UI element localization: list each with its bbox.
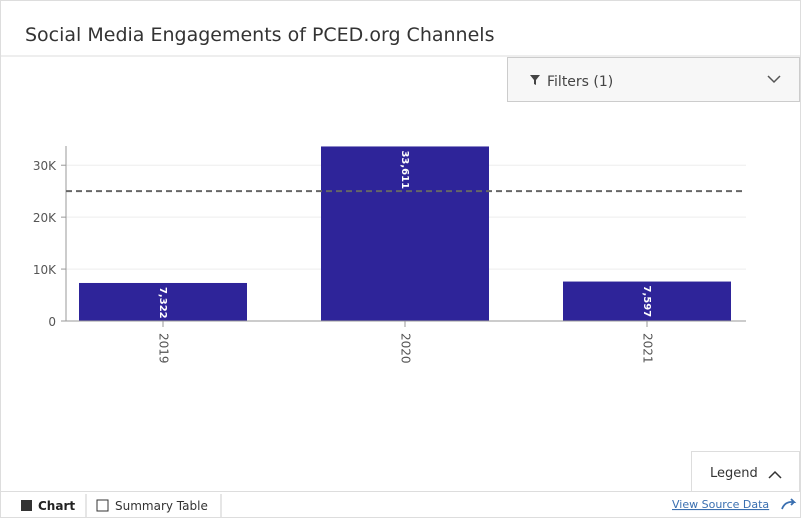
y-tick-label: 20K bbox=[33, 211, 57, 225]
y-tick-label: 10K bbox=[33, 263, 57, 277]
source-link[interactable]: View Source Data bbox=[672, 498, 769, 511]
legend-label: Legend bbox=[710, 466, 758, 481]
bar bbox=[563, 281, 731, 321]
chevron-up bbox=[768, 470, 782, 479]
chart-icon bbox=[21, 500, 32, 511]
value-label: 7,322 bbox=[157, 287, 168, 319]
y-tick-label: 30K bbox=[33, 159, 57, 173]
value-label: 7,597 bbox=[641, 286, 652, 318]
chevron-down bbox=[767, 75, 781, 84]
x-tick-label: 2021 bbox=[641, 333, 655, 364]
x-tick-label: 2020 bbox=[399, 333, 413, 364]
y-tick-label: 0 bbox=[48, 315, 56, 329]
value-label: 33,611 bbox=[399, 150, 410, 189]
filters-button[interactable] bbox=[507, 57, 800, 102]
x-tick-label: 2019 bbox=[157, 333, 171, 364]
filter-icon bbox=[530, 75, 540, 85]
share-arrow bbox=[781, 498, 797, 510]
title: Social Media Engagements of PCED.org Cha… bbox=[25, 24, 494, 46]
legend-button[interactable] bbox=[691, 451, 800, 492]
chart-tab[interactable]: Chart bbox=[38, 499, 75, 513]
bar bbox=[321, 146, 489, 321]
filters-label: Filters (1) bbox=[547, 74, 613, 90]
summary-tab[interactable]: Summary Table bbox=[115, 499, 208, 513]
bar bbox=[79, 282, 247, 321]
table-icon bbox=[96, 499, 109, 512]
